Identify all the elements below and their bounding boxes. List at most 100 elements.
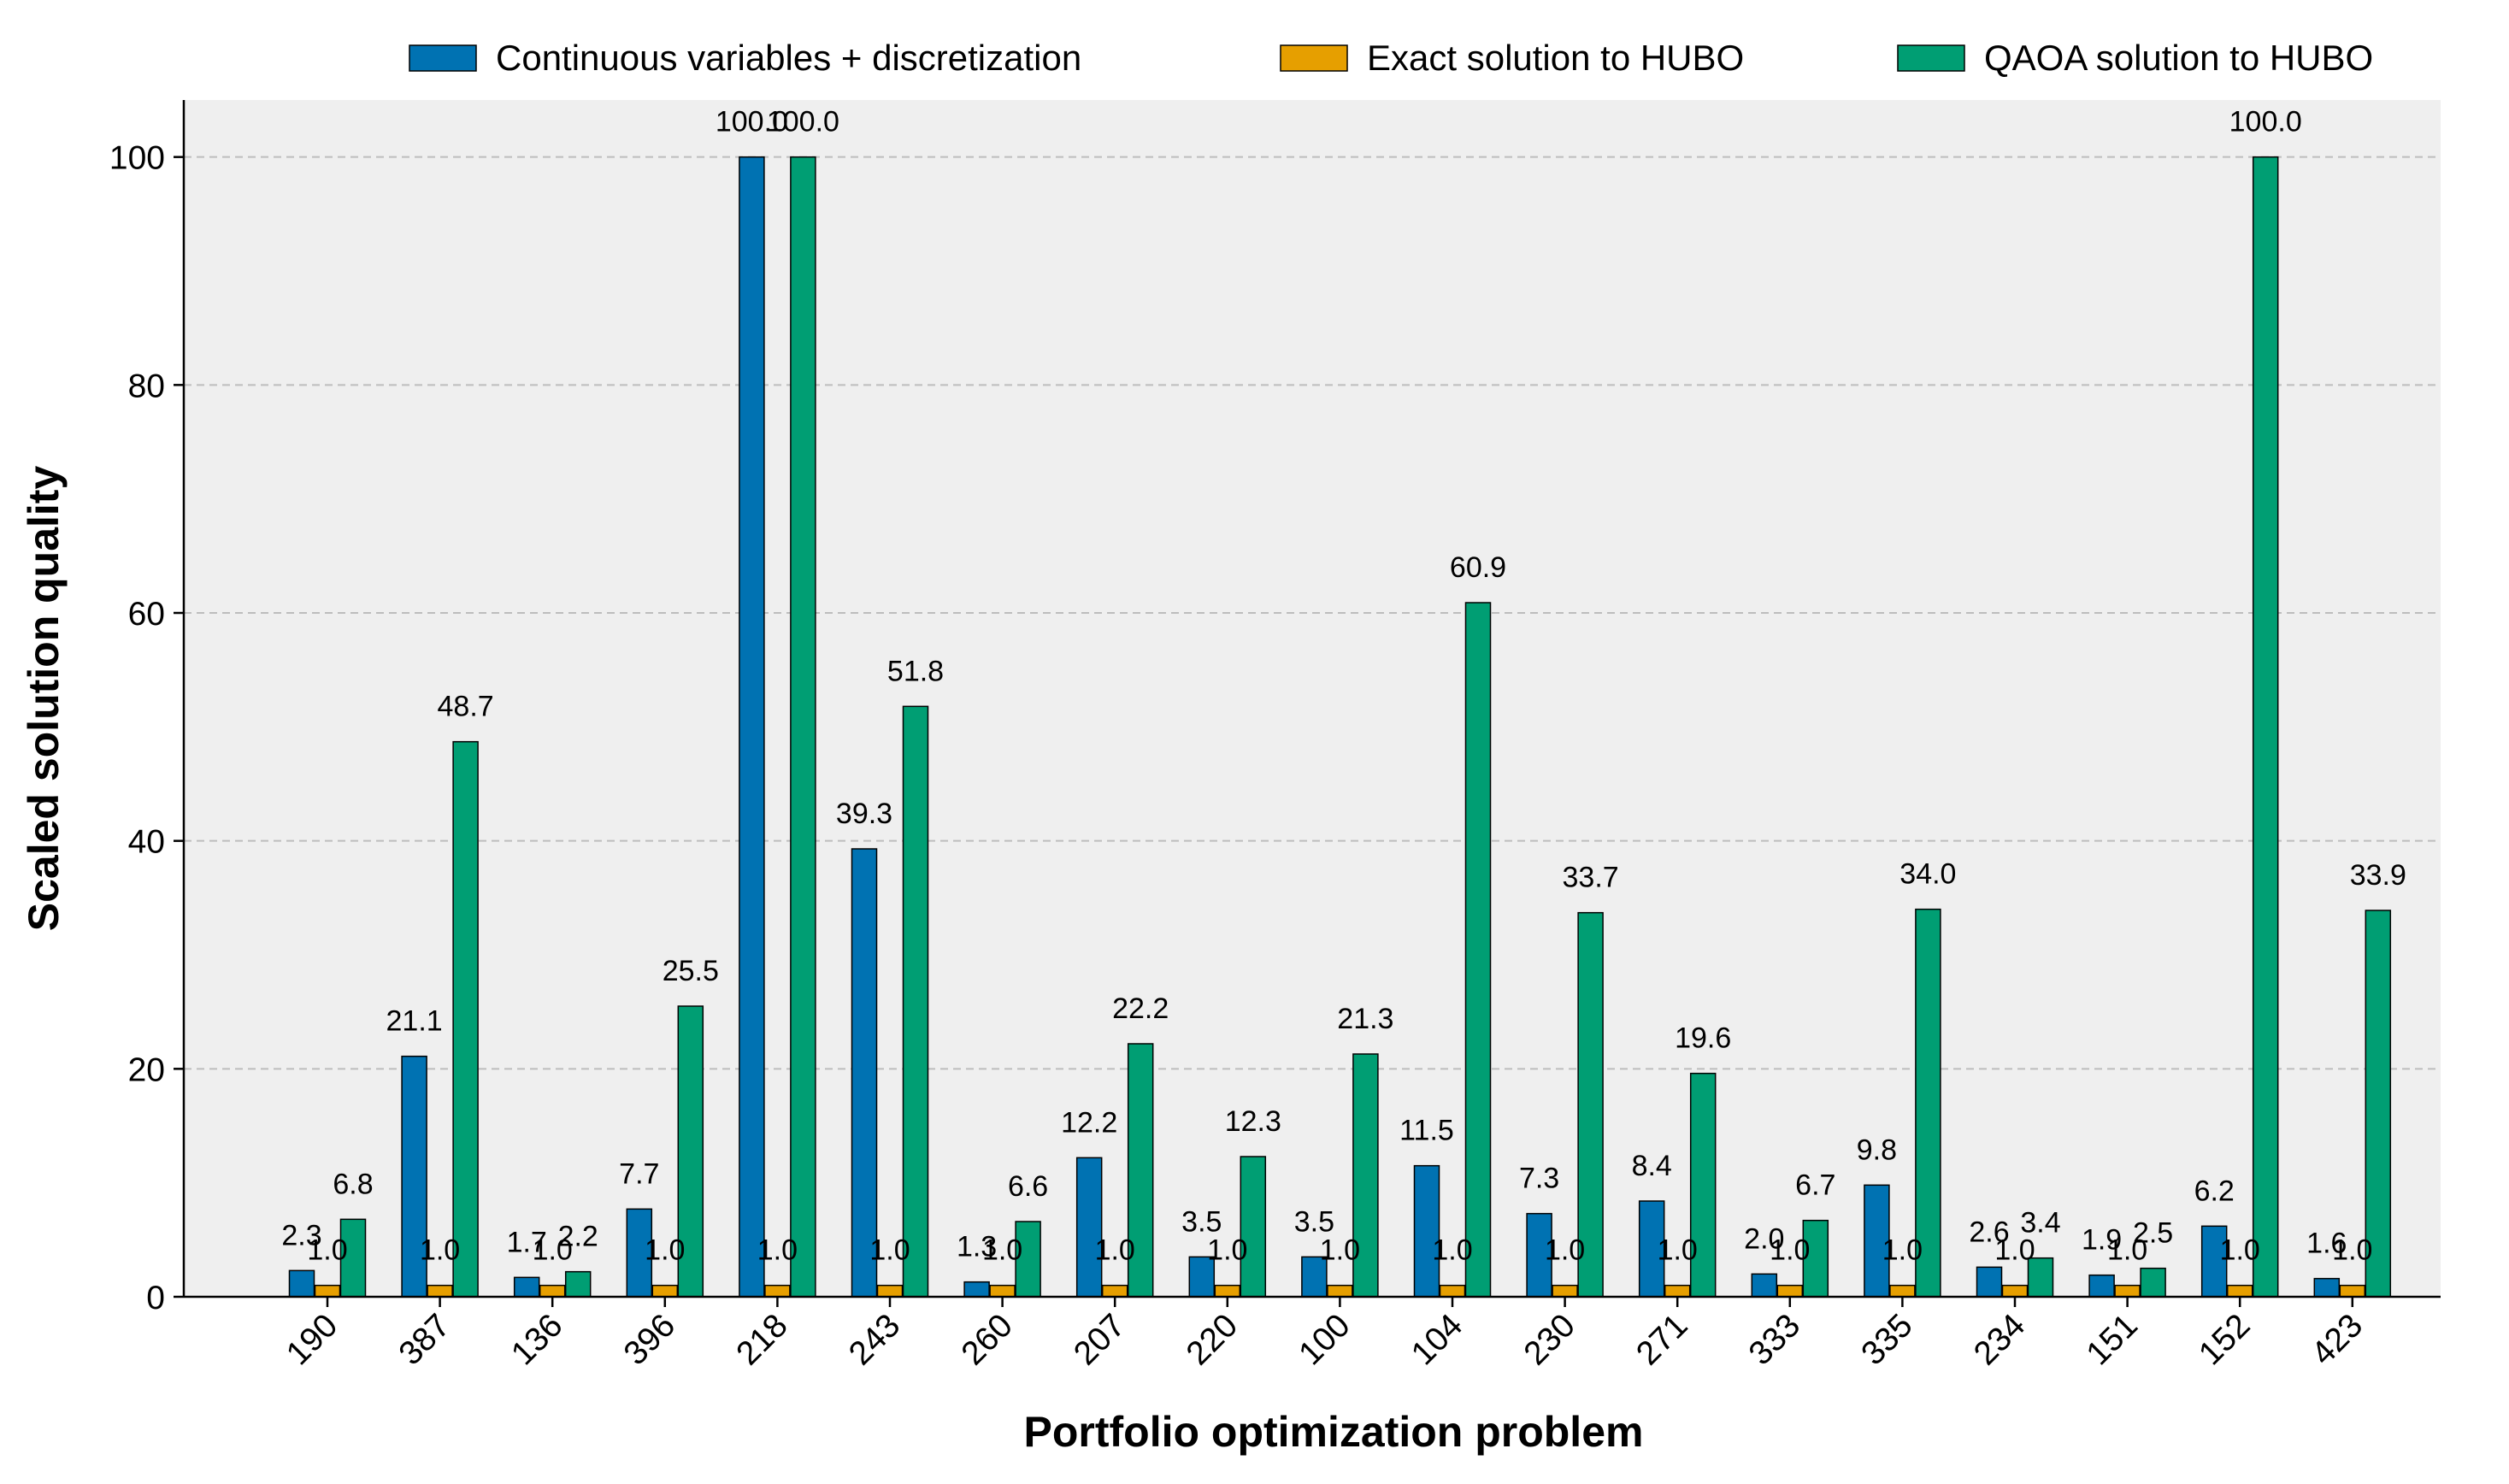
data-label: 2.6 xyxy=(1969,1216,2009,1248)
data-label: 8.4 xyxy=(1632,1150,1672,1182)
grid-lines xyxy=(184,156,2441,1070)
y-tick-label: 80 xyxy=(128,368,165,404)
x-axis-title: Portfolio optimization problem xyxy=(1024,1408,1644,1456)
data-label: 1.0 xyxy=(869,1234,910,1267)
data-label: 2.5 xyxy=(2133,1217,2173,1250)
data-label: 1.0 xyxy=(1994,1234,2035,1267)
bar xyxy=(790,156,816,1298)
bar xyxy=(1638,1200,1665,1298)
legend-swatch xyxy=(1897,44,1965,72)
x-tick-label: 271 xyxy=(1629,1307,1694,1372)
bar xyxy=(1552,1284,1578,1298)
x-tick-label: 396 xyxy=(617,1307,682,1372)
data-label: 12.2 xyxy=(1061,1106,1117,1139)
bar xyxy=(2365,910,2392,1298)
data-label: 51.8 xyxy=(887,655,944,687)
x-tick-label: 387 xyxy=(392,1307,457,1372)
data-label: 1.0 xyxy=(2332,1234,2372,1267)
legend-swatch xyxy=(409,44,477,72)
x-tick-label: 220 xyxy=(1180,1307,1245,1372)
bar xyxy=(851,848,878,1298)
bar xyxy=(1214,1284,1241,1298)
bar xyxy=(339,1218,367,1298)
x-tick-label: 423 xyxy=(2305,1307,2370,1372)
data-label: 33.7 xyxy=(1563,862,1619,894)
x-tick-label: 234 xyxy=(1967,1307,2032,1372)
legend-label: Exact solution to HUBO xyxy=(1367,38,1744,78)
bar xyxy=(2140,1267,2166,1298)
bar xyxy=(739,156,765,1298)
data-label: 2.0 xyxy=(1744,1222,1784,1255)
y-tick-label: 0 xyxy=(146,1280,165,1316)
bar xyxy=(764,1284,791,1298)
bar xyxy=(1352,1053,1379,1298)
x-tick-label: 243 xyxy=(842,1307,907,1372)
data-label: 6.2 xyxy=(2194,1175,2235,1207)
bar xyxy=(288,1269,315,1298)
data-label: 1.9 xyxy=(2082,1224,2122,1257)
data-label: 34.0 xyxy=(1899,858,1956,891)
data-label: 6.7 xyxy=(1795,1169,1835,1202)
legend: Continuous variables + discretization Exa… xyxy=(409,38,2373,78)
data-label: 1.0 xyxy=(1207,1234,1247,1267)
data-label: 19.6 xyxy=(1675,1022,1731,1055)
data-label: 1.0 xyxy=(1545,1234,1585,1267)
data-label: 6.6 xyxy=(1008,1170,1048,1203)
axes xyxy=(182,100,2441,1298)
data-label: 12.3 xyxy=(1225,1105,1281,1138)
data-label: 6.8 xyxy=(333,1168,373,1200)
data-label: 100.0 xyxy=(2229,106,2302,138)
x-tick-labels: 190 387 136 396 218 243 260 207 220 100 104 230 271 3… xyxy=(280,1297,2370,1372)
data-label: 7.7 xyxy=(619,1157,659,1190)
bar xyxy=(539,1284,566,1298)
bar xyxy=(651,1284,679,1298)
data-label: 1.0 xyxy=(645,1234,685,1267)
bar xyxy=(2027,1257,2054,1298)
bar xyxy=(513,1276,540,1298)
legend-label: Continuous variables + discretization xyxy=(496,38,1081,78)
data-label: 100.0 xyxy=(716,106,788,138)
y-tick-label: 40 xyxy=(128,824,165,861)
data-label: 1.0 xyxy=(1320,1234,1360,1267)
bar xyxy=(2226,1284,2253,1298)
x-tick-label: 104 xyxy=(1405,1307,1469,1372)
bar xyxy=(1101,1284,1128,1298)
x-tick-label: 151 xyxy=(2080,1307,2145,1372)
x-tick-label: 218 xyxy=(729,1307,794,1372)
data-label: 60.9 xyxy=(1450,551,1506,584)
data-label: 39.3 xyxy=(836,798,892,830)
data-label: 33.9 xyxy=(2350,859,2406,892)
data-label: 1.6 xyxy=(2306,1228,2347,1260)
data-label: 9.8 xyxy=(1857,1134,1897,1166)
data-label: 1.7 xyxy=(507,1226,547,1258)
bar xyxy=(2339,1284,2366,1298)
bar xyxy=(2252,156,2279,1298)
bar xyxy=(1327,1284,1353,1298)
data-label: 7.3 xyxy=(1519,1163,1559,1195)
x-tick-label: 136 xyxy=(504,1307,569,1372)
bar xyxy=(1464,602,1492,1298)
bar xyxy=(1526,1212,1552,1298)
bar xyxy=(1439,1284,1466,1298)
data-label: 1.0 xyxy=(420,1234,460,1267)
y-axis-title: Scaled solution quality xyxy=(20,466,68,932)
data-label: 1.0 xyxy=(533,1234,573,1267)
data-label: 11.5 xyxy=(1399,1115,1454,1147)
x-tick-label: 230 xyxy=(1517,1307,1582,1372)
y-tick-label: 60 xyxy=(128,596,165,633)
bar xyxy=(1889,1284,1916,1298)
data-label: 1.0 xyxy=(1095,1234,1135,1267)
x-tick-label: 207 xyxy=(1067,1307,1132,1372)
x-tick-label: 100 xyxy=(1292,1307,1357,1372)
bar xyxy=(626,1208,653,1298)
x-tick-label: 333 xyxy=(1742,1307,1807,1372)
data-label: 100.0 xyxy=(767,106,839,138)
bar xyxy=(963,1281,990,1298)
bar xyxy=(1301,1256,1328,1298)
data-label: 21.3 xyxy=(1337,1003,1393,1035)
data-label: 3.4 xyxy=(2020,1207,2060,1240)
x-tick-label: 335 xyxy=(1854,1307,1919,1372)
legend-swatch xyxy=(1280,44,1348,72)
bar xyxy=(1802,1219,1829,1298)
